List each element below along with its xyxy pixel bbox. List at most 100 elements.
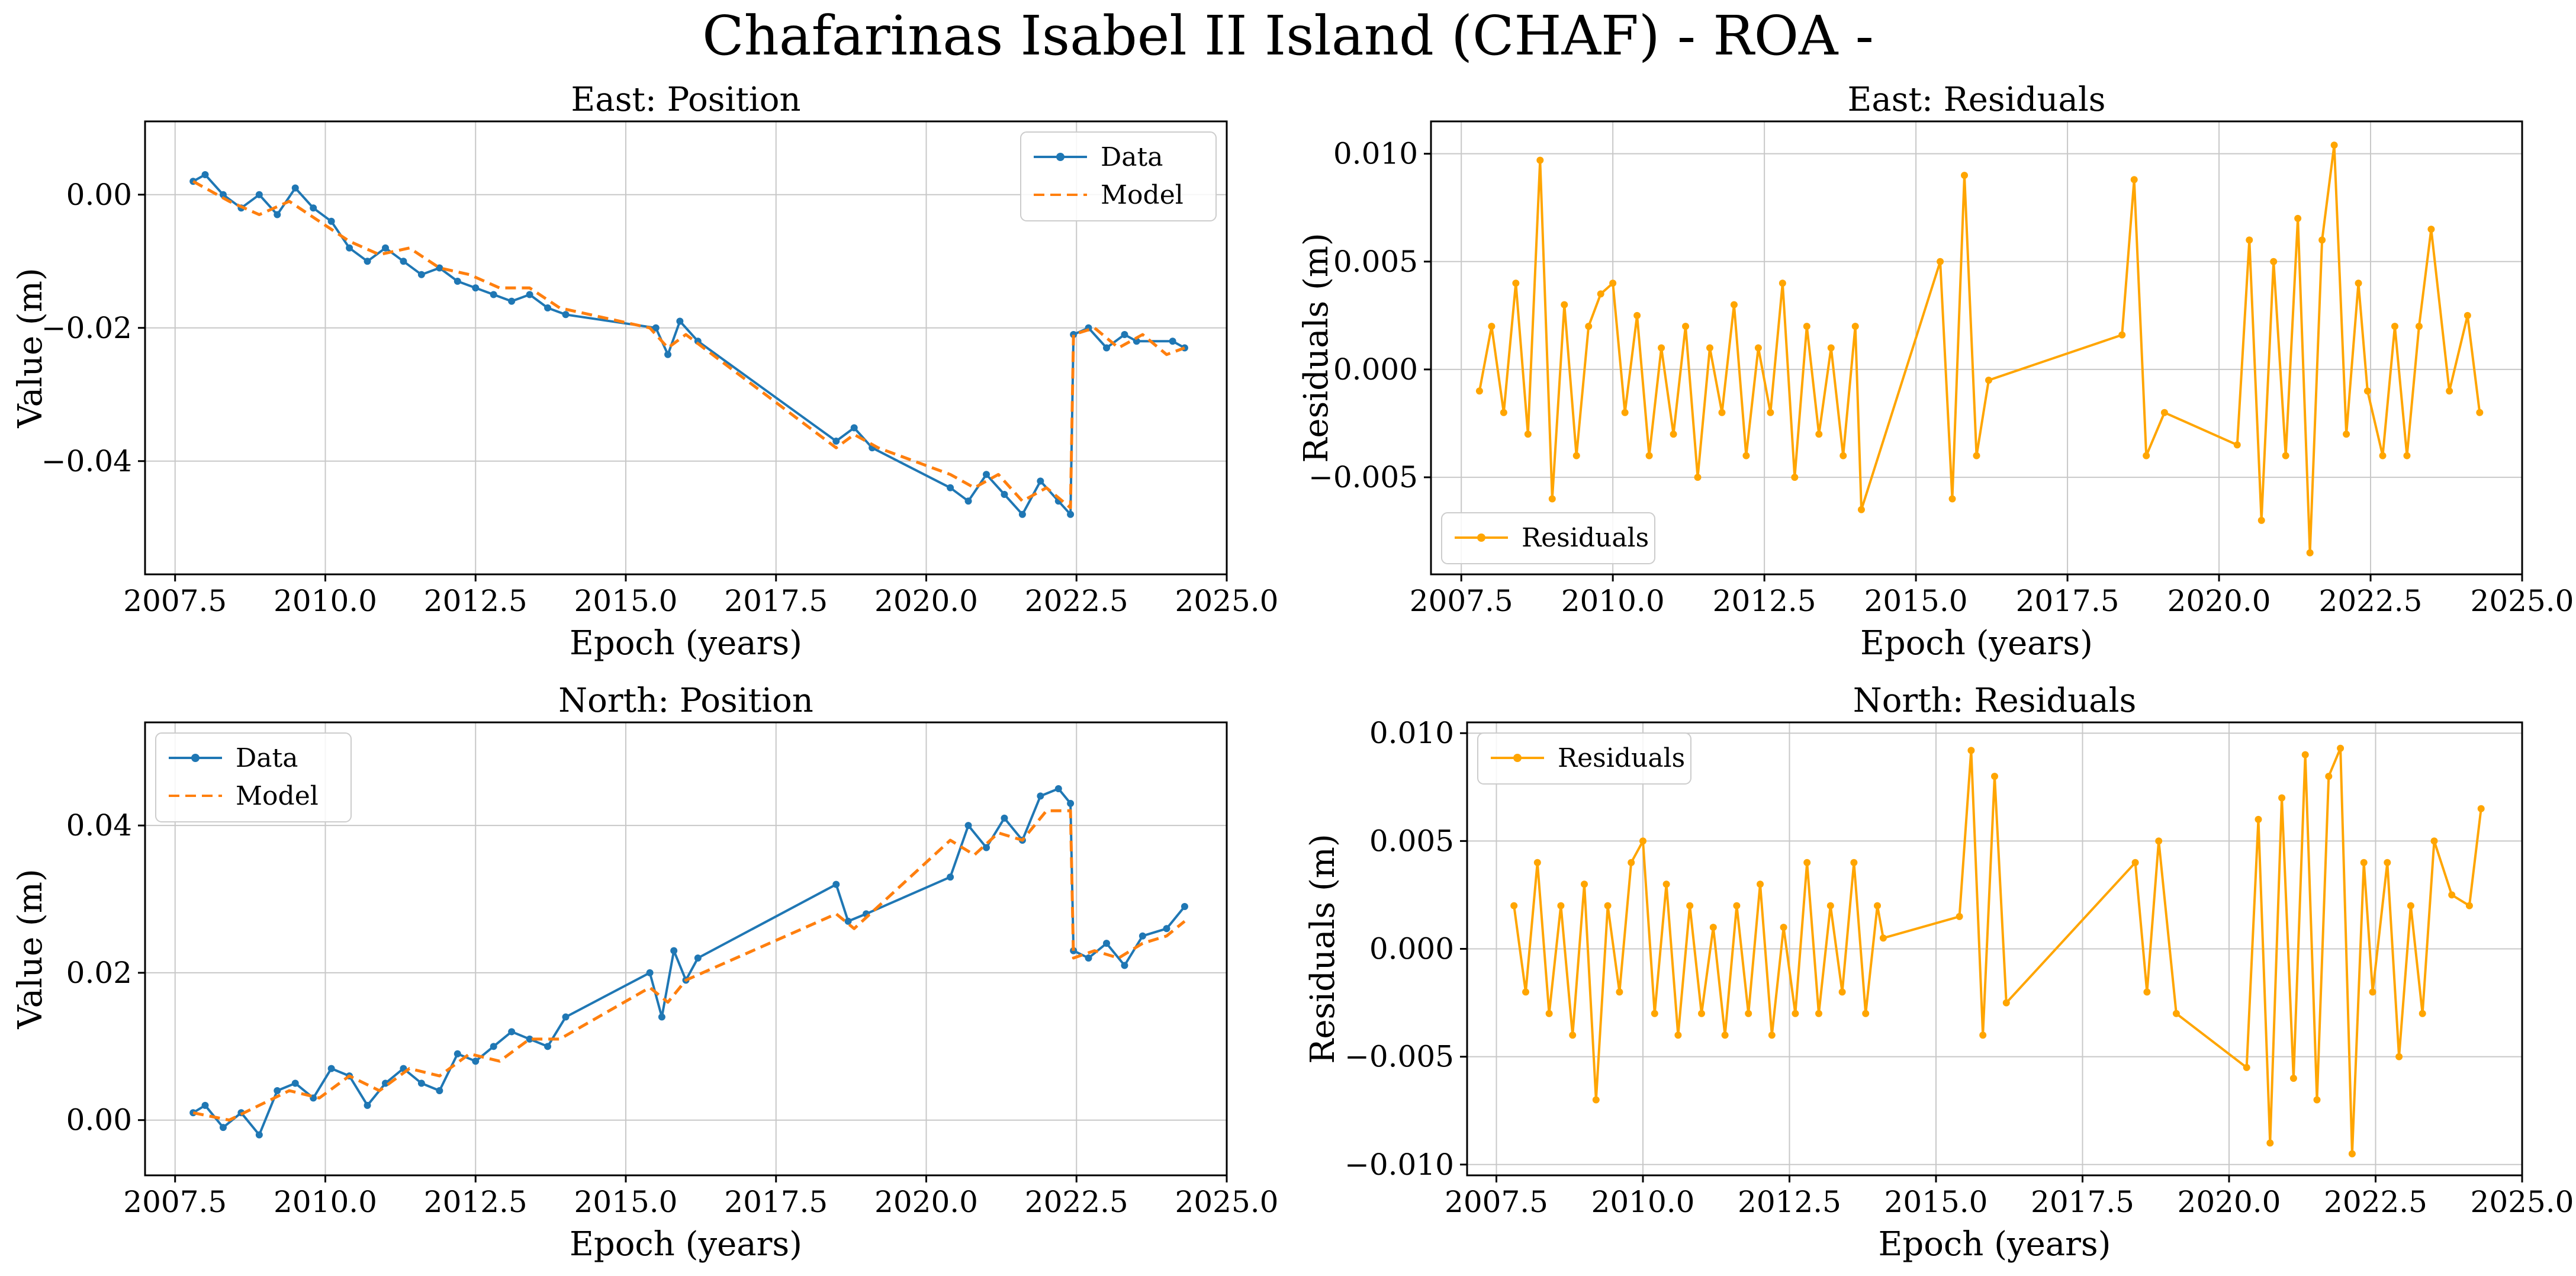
x-tick-label: 2015.0 — [1864, 584, 1968, 618]
data-point — [1133, 338, 1140, 345]
data-point — [1585, 323, 1593, 330]
data-point — [2143, 988, 2151, 996]
data-point — [562, 1013, 570, 1021]
data-point — [2131, 859, 2139, 866]
data-point — [2172, 1010, 2180, 1017]
data-point — [2002, 999, 2010, 1007]
series-line-model — [192, 809, 1186, 1122]
x-tick-label: 2022.5 — [1025, 1185, 1128, 1219]
series-line-model — [192, 180, 1185, 509]
subplot-title: North: Position — [558, 682, 813, 720]
data-point — [1850, 859, 1858, 866]
data-point — [1103, 344, 1110, 352]
data-point — [255, 191, 263, 198]
plot-frame — [144, 721, 1228, 1177]
data-point — [947, 873, 954, 881]
data-point — [1070, 331, 1078, 338]
x-tick-label: 2025.0 — [1175, 1185, 1279, 1219]
data-point — [1706, 344, 1713, 352]
data-point — [676, 317, 684, 325]
data-point — [2255, 815, 2262, 823]
subplot-title: East: Position — [571, 81, 800, 119]
data-point — [1815, 1010, 1822, 1017]
x-tick-label: 2025.0 — [2471, 1185, 2574, 1219]
data-point — [652, 324, 660, 332]
data-point — [1139, 932, 1146, 940]
north-position-panel: 2007.5 2010.0 2012.5 2015.0 2017.5 2020.0 2022… — [11, 682, 1278, 1264]
data-point — [417, 271, 425, 278]
data-point — [2289, 1075, 2297, 1082]
x-tick-label: 2020.0 — [2167, 584, 2271, 618]
data-point — [1037, 792, 1044, 800]
data-point — [472, 284, 480, 292]
data-point — [983, 471, 990, 478]
data-point — [1475, 387, 1483, 395]
data-point — [327, 217, 335, 225]
y-tick-label: 0.010 — [1333, 137, 1418, 171]
data-point — [1103, 940, 1110, 947]
legend-marker — [1056, 153, 1065, 161]
data-point — [2363, 387, 2371, 395]
data-point — [1067, 799, 1075, 807]
data-point — [1948, 495, 1956, 503]
x-tick-label: 2022.5 — [1025, 584, 1128, 618]
data-point — [1067, 510, 1075, 518]
data-point — [2306, 549, 2314, 557]
data-point — [1645, 452, 1653, 459]
data-point — [947, 484, 954, 491]
x-tick-label: 2012.5 — [424, 584, 528, 618]
data-point — [382, 1079, 389, 1087]
data-point — [291, 1079, 299, 1087]
x-tick-label: 2010.0 — [1561, 584, 1665, 618]
data-point — [1718, 409, 1726, 416]
data-point — [1967, 747, 1975, 754]
data-point — [1686, 902, 1694, 909]
data-point — [2403, 452, 2411, 459]
data-point — [417, 1079, 425, 1087]
data-point — [1730, 301, 1738, 308]
data-point — [1609, 279, 1617, 287]
data-point — [2155, 837, 2163, 845]
data-point — [1792, 1010, 1799, 1017]
data-point — [1054, 785, 1062, 792]
legend: Data Model — [1020, 131, 1217, 221]
data-point — [832, 880, 840, 888]
data-point — [1001, 814, 1008, 822]
data-point — [1121, 962, 1128, 969]
legend-label: Residuals — [1522, 523, 1649, 553]
data-point — [1754, 344, 1762, 352]
data-point — [646, 969, 654, 976]
data-point — [1621, 409, 1629, 416]
data-point — [1767, 409, 1774, 416]
data-point — [2343, 430, 2350, 438]
y-tick-label: 0.00 — [66, 178, 132, 212]
legend-label: Model — [236, 781, 319, 811]
data-point — [1768, 1031, 1776, 1039]
y-tick-label: −0.04 — [41, 444, 132, 478]
data-point — [1803, 859, 1811, 866]
x-tick-label: 2017.5 — [724, 1185, 828, 1219]
data-point — [850, 424, 858, 432]
data-point — [219, 1124, 227, 1132]
data-point — [1973, 452, 1980, 459]
data-point — [1597, 290, 1604, 298]
data-point — [2391, 323, 2398, 330]
x-tick-label: 2025.0 — [1175, 584, 1279, 618]
x-tick-label: 2012.5 — [1738, 1185, 1841, 1219]
data-point — [454, 278, 461, 285]
data-point — [544, 1043, 552, 1050]
x-tick-label: 2020.0 — [874, 1185, 978, 1219]
data-point — [526, 291, 533, 298]
data-point — [694, 338, 702, 345]
y-tick-label: 0.000 — [1369, 932, 1454, 966]
data-point — [2395, 1053, 2403, 1060]
data-point — [1557, 902, 1565, 909]
x-tick-label: 2017.5 — [2016, 584, 2120, 618]
legend-box — [1477, 732, 1691, 785]
data-point — [1803, 323, 1810, 330]
data-point — [1862, 1010, 1870, 1017]
x-axis-label: Epoch (years) — [570, 624, 802, 663]
x-tick-label: 2020.0 — [2178, 1185, 2281, 1219]
data-point — [1874, 902, 1881, 909]
legend-marker — [191, 754, 200, 762]
